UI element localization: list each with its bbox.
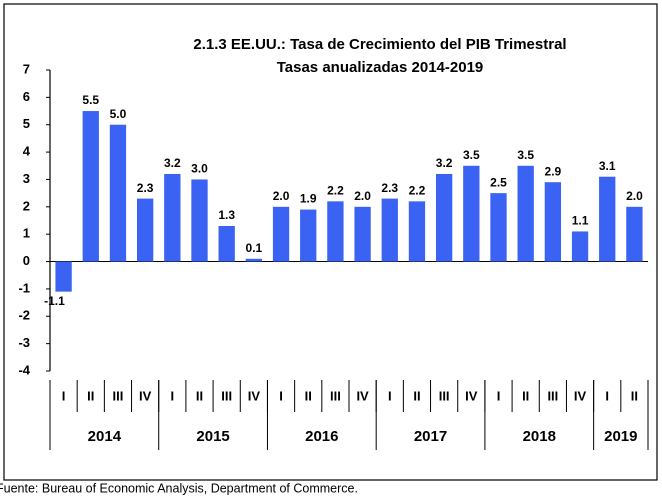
x-tick-label: IV bbox=[356, 388, 369, 403]
value-label: 3.5 bbox=[463, 148, 480, 162]
year-label: 2017 bbox=[414, 428, 447, 445]
bar bbox=[191, 179, 208, 262]
year-label: 2016 bbox=[305, 428, 338, 445]
x-tick-label: II bbox=[522, 388, 529, 403]
bar bbox=[327, 201, 344, 262]
bar bbox=[435, 173, 453, 262]
value-label: 2.2 bbox=[327, 184, 344, 198]
year-label: 2014 bbox=[88, 428, 122, 445]
year-label: 2015 bbox=[196, 428, 229, 445]
bar bbox=[82, 111, 99, 262]
x-tick-label: II bbox=[631, 388, 638, 403]
x-tick-label: III bbox=[547, 388, 558, 403]
value-label: 5.0 bbox=[110, 107, 127, 121]
y-tick-label: -3 bbox=[18, 335, 30, 350]
x-tick-label: III bbox=[439, 388, 450, 403]
bar bbox=[164, 173, 181, 262]
y-tick-label: 2 bbox=[23, 198, 30, 213]
value-label: 2.5 bbox=[490, 175, 507, 189]
value-label: 0.1 bbox=[246, 241, 263, 255]
x-tick-label: III bbox=[330, 388, 341, 403]
value-label: 3.2 bbox=[436, 156, 453, 170]
bar bbox=[463, 165, 480, 262]
x-tick-label: IV bbox=[139, 388, 152, 403]
year-label: 2018 bbox=[523, 428, 556, 445]
value-label: 2.0 bbox=[354, 189, 371, 203]
y-tick-label: -1 bbox=[18, 280, 30, 295]
x-tick-label: IV bbox=[465, 388, 478, 403]
x-tick-label: IV bbox=[574, 388, 587, 403]
bar bbox=[626, 206, 643, 262]
bar bbox=[544, 182, 562, 262]
y-tick-label: 4 bbox=[23, 144, 31, 159]
year-label: 2019 bbox=[604, 428, 637, 445]
value-label: 3.2 bbox=[164, 156, 181, 170]
x-tick-label: I bbox=[605, 388, 609, 403]
x-tick-label: I bbox=[62, 388, 66, 403]
bar bbox=[490, 193, 507, 262]
bar bbox=[381, 198, 398, 262]
x-tick-label: I bbox=[171, 388, 175, 403]
y-tick-label: 7 bbox=[23, 61, 30, 76]
bar bbox=[245, 258, 263, 262]
bar bbox=[517, 165, 534, 262]
chart-title: 2.1.3 EE.UU.: Tasa de Crecimiento del PI… bbox=[193, 36, 566, 53]
bar bbox=[354, 206, 371, 262]
y-tick-label: 5 bbox=[23, 116, 30, 131]
x-tick-label: I bbox=[388, 388, 392, 403]
bar bbox=[408, 201, 426, 262]
x-tick-label: I bbox=[497, 388, 501, 403]
y-tick-label: 3 bbox=[23, 171, 30, 186]
bar bbox=[571, 231, 589, 262]
bar bbox=[272, 206, 290, 262]
x-tick-label: III bbox=[221, 388, 232, 403]
value-label: 2.3 bbox=[381, 181, 398, 195]
y-tick-label: 6 bbox=[23, 89, 30, 104]
chart-subtitle: Tasas anualizadas 2014-2019 bbox=[277, 59, 484, 76]
value-label: 2.2 bbox=[409, 184, 426, 198]
value-label: 3.0 bbox=[191, 162, 208, 176]
y-tick-label: -2 bbox=[18, 308, 30, 323]
value-label: 3.1 bbox=[599, 159, 616, 173]
bar bbox=[300, 209, 317, 262]
value-label: 2.9 bbox=[545, 164, 562, 178]
y-tick-label: 0 bbox=[23, 253, 30, 268]
bar bbox=[55, 261, 72, 292]
x-tick-label: IV bbox=[248, 388, 261, 403]
x-tick-label: II bbox=[413, 388, 420, 403]
bar bbox=[218, 225, 235, 262]
value-label: 2.0 bbox=[626, 189, 643, 203]
value-label: 2.3 bbox=[137, 181, 154, 195]
x-tick-label: II bbox=[196, 388, 203, 403]
y-tick-label: -4 bbox=[18, 362, 30, 377]
value-label: -1.1 bbox=[44, 294, 65, 308]
value-label: 1.9 bbox=[300, 192, 317, 206]
value-label: 5.5 bbox=[82, 93, 99, 107]
x-tick-label: II bbox=[305, 388, 312, 403]
bar bbox=[599, 176, 616, 262]
x-tick-label: III bbox=[113, 388, 124, 403]
value-label: 1.1 bbox=[572, 214, 589, 228]
source-note: Fuente: Bureau of Economic Analysis, Dep… bbox=[0, 481, 358, 495]
x-tick-label: II bbox=[87, 388, 94, 403]
bar bbox=[136, 198, 154, 262]
chart-border bbox=[3, 3, 658, 481]
value-label: 1.3 bbox=[218, 208, 235, 222]
bar bbox=[109, 124, 127, 262]
value-label: 2.0 bbox=[273, 189, 290, 203]
value-label: 3.5 bbox=[517, 148, 534, 162]
y-tick-label: 1 bbox=[23, 226, 30, 241]
x-tick-label: I bbox=[279, 388, 283, 403]
